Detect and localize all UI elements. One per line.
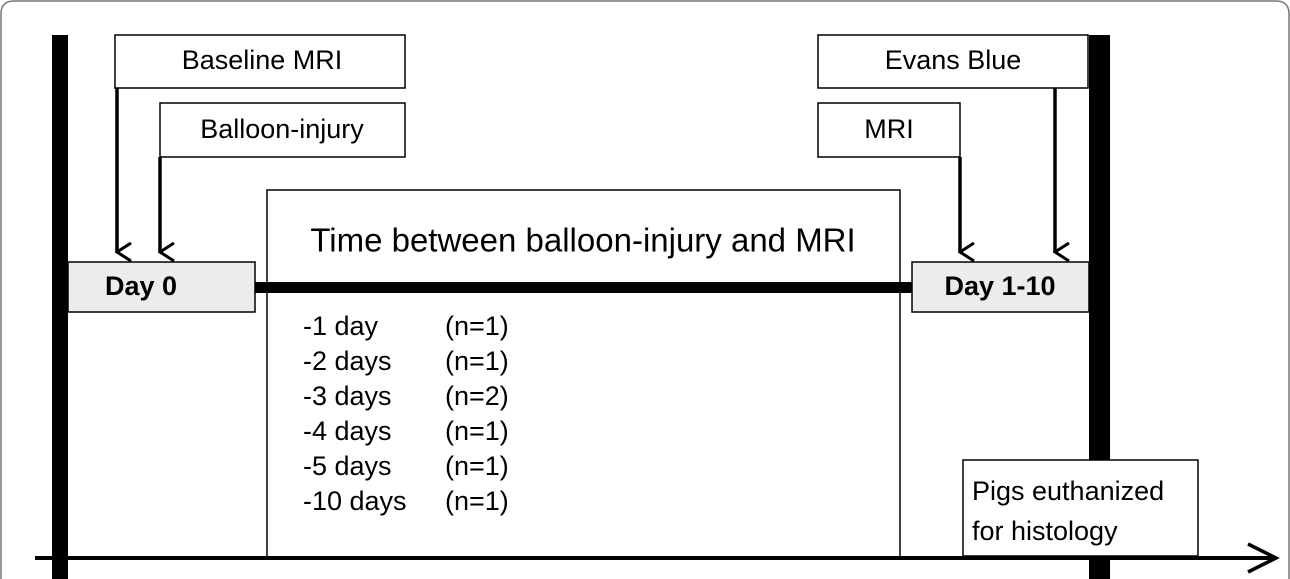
event-box [159,102,406,158]
interval-duration: -1 day [303,311,379,341]
note-line: Pigs euthanized [972,476,1164,506]
interval-duration: -2 days [303,346,392,376]
event-label: Balloon-injury [200,114,364,144]
event-label: Baseline MRI [182,45,343,75]
event-box [817,34,1089,89]
interval-count: (n=1) [445,311,509,341]
event-label: Evans Blue [885,45,1022,75]
time-axis-head [1247,542,1280,574]
day-box [911,261,1090,313]
note-box [962,459,1199,557]
interval-duration: -10 days [303,486,407,516]
interval-count: (n=1) [445,486,509,516]
start-bar [52,35,68,579]
day-label: Day 0 [105,271,177,301]
interval-duration: -3 days [303,381,392,411]
note-line: for histology [972,516,1118,546]
event-label: MRI [864,114,914,144]
interval-count: (n=1) [445,451,509,481]
day-label: Day 1-10 [944,271,1055,301]
interval-duration: -4 days [303,416,392,446]
interval-box [266,189,901,559]
interval-count: (n=1) [445,416,509,446]
end-bar [1089,35,1110,579]
interval-count: (n=2) [445,381,509,411]
event-box [114,34,406,89]
day-box [67,261,256,313]
interval-title: Time between balloon-injury and MRI [310,222,855,259]
interval-count: (n=1) [445,346,509,376]
event-box [817,102,961,158]
timeline-bar [255,282,912,293]
interval-rows: -1 day (n=1) -2 days (n=1) -3 days (n=2) -4 da… [303,311,509,516]
interval-duration: -5 days [303,451,392,481]
